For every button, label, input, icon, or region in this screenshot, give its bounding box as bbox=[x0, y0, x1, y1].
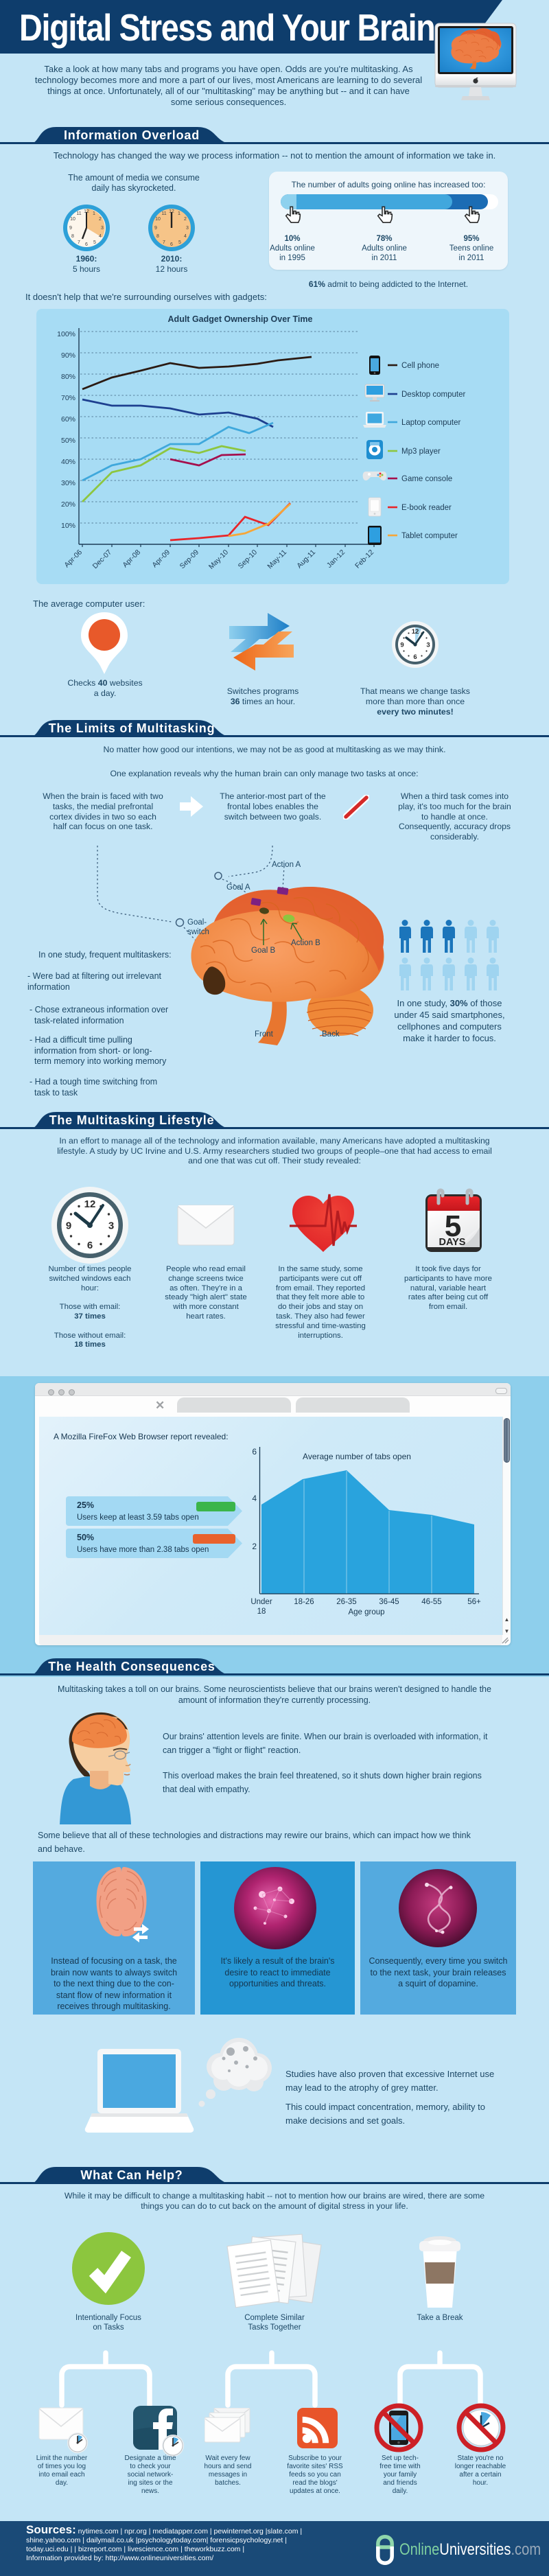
svg-text:7: 7 bbox=[163, 240, 165, 245]
svg-text:5: 5 bbox=[445, 1209, 461, 1243]
svg-text:6: 6 bbox=[87, 1240, 93, 1251]
svg-text:5: 5 bbox=[93, 240, 96, 245]
svg-text:100%: 100% bbox=[57, 330, 75, 338]
svg-text:9: 9 bbox=[66, 1220, 71, 1232]
svg-text:6: 6 bbox=[85, 242, 88, 247]
svg-text:9: 9 bbox=[400, 642, 404, 649]
svg-text:11: 11 bbox=[76, 211, 81, 216]
svg-text:Sep-10: Sep-10 bbox=[237, 548, 259, 571]
svg-text:3: 3 bbox=[101, 226, 104, 231]
svg-text:Dec-07: Dec-07 bbox=[91, 548, 114, 571]
svg-text:Cell phone: Cell phone bbox=[401, 362, 439, 370]
svg-text:90%: 90% bbox=[61, 351, 75, 360]
svg-text:2: 2 bbox=[99, 217, 102, 222]
svg-text:8: 8 bbox=[71, 234, 74, 239]
svg-text:4: 4 bbox=[252, 1494, 257, 1503]
svg-text:May-11: May-11 bbox=[266, 548, 288, 571]
svg-text:70%: 70% bbox=[61, 394, 75, 402]
svg-text:E-book reader: E-book reader bbox=[401, 504, 452, 512]
svg-text:10%: 10% bbox=[61, 522, 75, 530]
svg-text:12: 12 bbox=[84, 209, 89, 214]
svg-text:3: 3 bbox=[108, 1220, 114, 1232]
svg-text:40%: 40% bbox=[61, 458, 75, 466]
svg-text:Jan-12: Jan-12 bbox=[325, 548, 347, 570]
svg-text:50%: 50% bbox=[61, 437, 75, 445]
svg-text:7: 7 bbox=[78, 240, 80, 245]
svg-text:12: 12 bbox=[169, 209, 174, 214]
svg-text:26-35: 26-35 bbox=[336, 1598, 356, 1606]
svg-text:4: 4 bbox=[184, 234, 187, 239]
svg-text:DAYS: DAYS bbox=[439, 1237, 466, 1248]
svg-text:1: 1 bbox=[93, 211, 95, 216]
svg-text:2: 2 bbox=[184, 217, 187, 222]
svg-text:60%: 60% bbox=[61, 415, 75, 423]
svg-text:Aug-11: Aug-11 bbox=[295, 548, 317, 570]
svg-text:Average number of tabs open: Average number of tabs open bbox=[303, 1452, 411, 1461]
svg-text:Mp3 player: Mp3 player bbox=[401, 448, 441, 456]
svg-text:Laptop computer: Laptop computer bbox=[401, 419, 460, 427]
svg-text:Apr-08: Apr-08 bbox=[121, 548, 142, 570]
svg-text:Apr-06: Apr-06 bbox=[62, 548, 84, 570]
svg-text:9: 9 bbox=[69, 226, 72, 231]
svg-text:1: 1 bbox=[178, 211, 180, 216]
svg-text:9: 9 bbox=[154, 226, 157, 231]
svg-text:6: 6 bbox=[252, 1447, 257, 1457]
svg-text:Age group: Age group bbox=[348, 1608, 384, 1616]
svg-text:30%: 30% bbox=[61, 479, 75, 487]
svg-text:6: 6 bbox=[170, 242, 173, 247]
svg-text:12: 12 bbox=[412, 628, 419, 636]
svg-text:36-45: 36-45 bbox=[379, 1598, 399, 1606]
svg-text:20%: 20% bbox=[61, 500, 75, 509]
svg-text:Tablet computer: Tablet computer bbox=[401, 532, 458, 540]
svg-text:6: 6 bbox=[413, 653, 417, 661]
svg-text:18: 18 bbox=[257, 1608, 266, 1616]
svg-text:Desktop computer: Desktop computer bbox=[401, 391, 465, 399]
svg-text:Sep-09: Sep-09 bbox=[178, 548, 201, 571]
svg-text:11: 11 bbox=[161, 211, 166, 216]
svg-text:2: 2 bbox=[252, 1542, 257, 1551]
svg-text:5: 5 bbox=[178, 240, 181, 245]
svg-text:Under: Under bbox=[250, 1598, 272, 1606]
svg-text:10: 10 bbox=[70, 217, 75, 222]
svg-text:12: 12 bbox=[84, 1198, 96, 1210]
svg-text:3: 3 bbox=[186, 226, 189, 231]
svg-text:46-55: 46-55 bbox=[421, 1598, 441, 1606]
svg-text:3: 3 bbox=[426, 642, 430, 649]
svg-text:8: 8 bbox=[156, 234, 159, 239]
svg-text:May-10: May-10 bbox=[207, 548, 230, 571]
svg-text:56+: 56+ bbox=[467, 1598, 481, 1606]
svg-text:10: 10 bbox=[155, 217, 161, 222]
svg-text:Game console: Game console bbox=[401, 475, 452, 483]
svg-text:4: 4 bbox=[99, 234, 102, 239]
svg-text:80%: 80% bbox=[61, 373, 75, 381]
svg-text:Apr-09: Apr-09 bbox=[150, 548, 172, 570]
svg-text:18-26: 18-26 bbox=[294, 1598, 314, 1606]
